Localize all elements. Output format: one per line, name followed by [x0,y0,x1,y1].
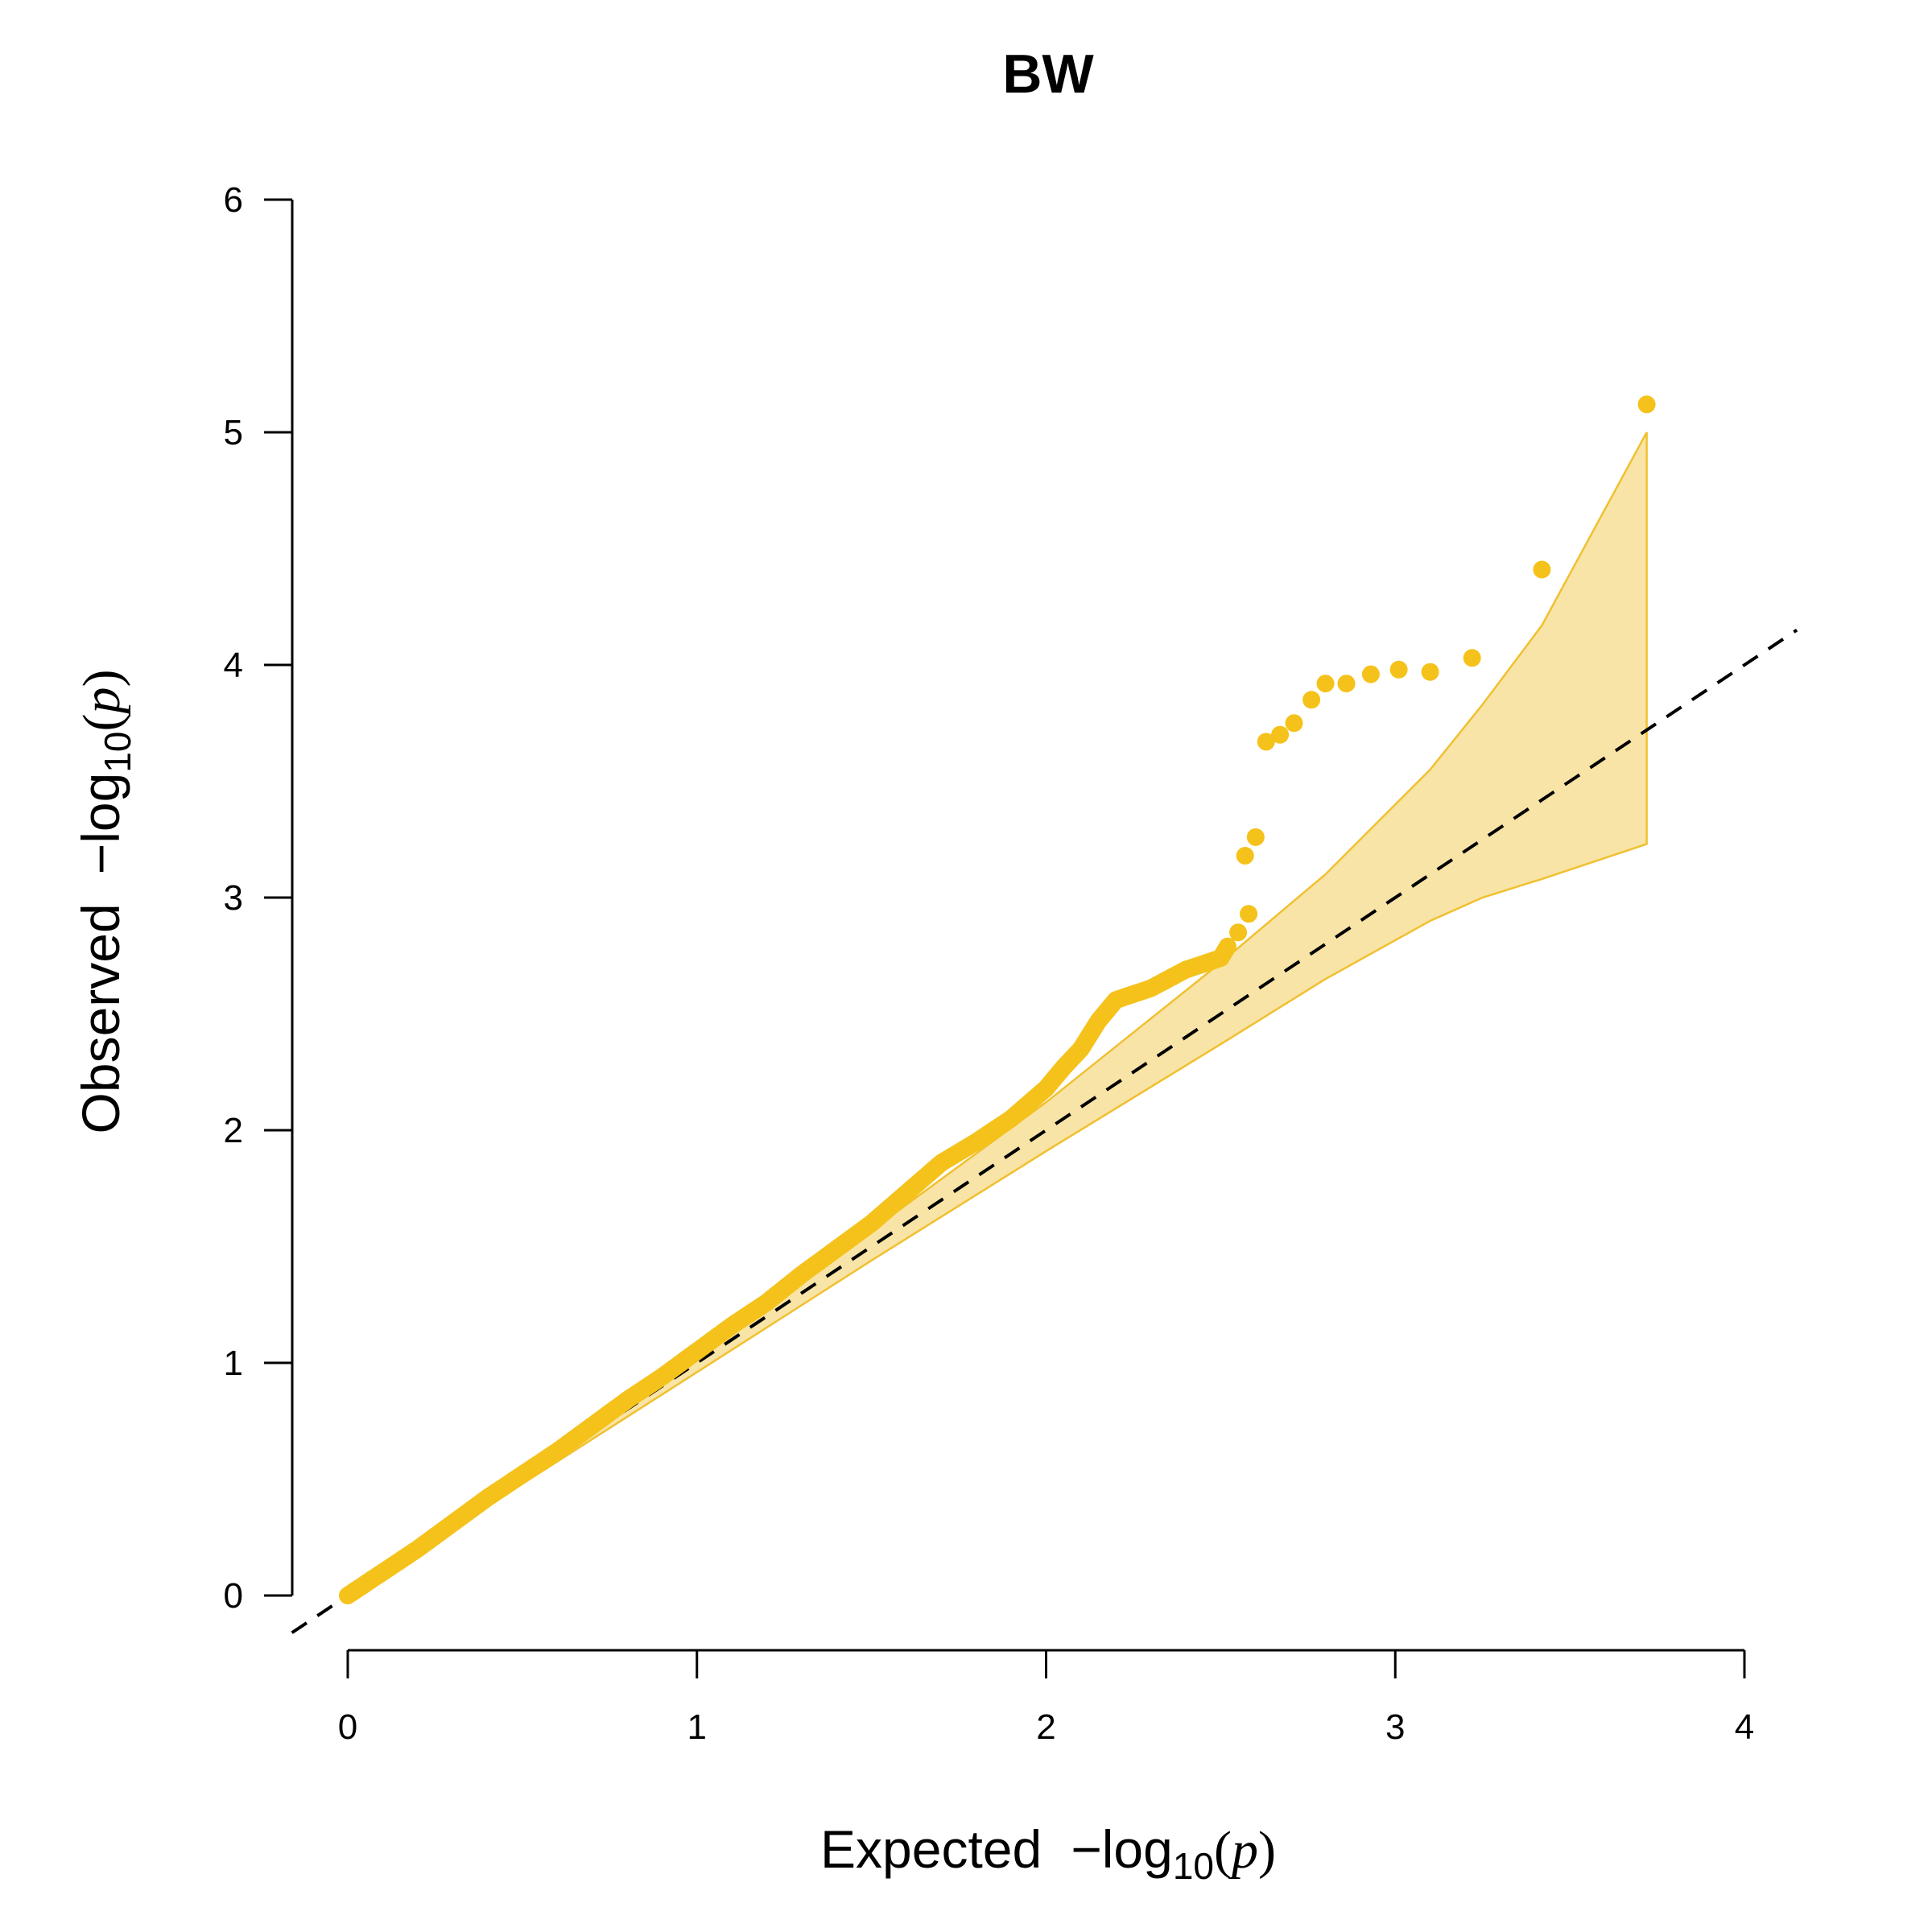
y-tick-label: 4 [224,646,243,685]
qq-point [1257,733,1275,751]
x-tick-label: 4 [1735,1707,1754,1747]
qq-point [1240,905,1258,923]
qq-point [1246,828,1265,846]
qq-point [1389,660,1408,679]
qq-point [1302,691,1321,709]
qq-point [1219,937,1236,956]
y-tick-label: 0 [224,1576,243,1616]
y-tick-label: 2 [224,1111,243,1150]
tail-points [1219,395,1656,956]
y-axis-label: Observed−log10(p) [71,670,138,1134]
point-cloud [339,939,1236,1604]
x-axis: 0 1 2 3 4 [338,1649,1754,1747]
qq-point [1637,395,1656,414]
chart-title: BW [1002,43,1094,105]
x-axis-label: Expected −log10(p) [820,1819,1276,1887]
x-axis-label-prefix: Expected [820,1819,1042,1879]
confidence-band [347,431,1648,1597]
qq-point [1316,675,1335,693]
reference-line [291,628,1798,1634]
qq-point [1533,560,1551,579]
x-tick-label: 2 [1036,1707,1055,1747]
y-axis-label-prefix: Observed [71,903,130,1133]
qq-point [1285,714,1303,733]
qq-point [1421,663,1439,681]
y-tick-label: 1 [224,1344,243,1383]
qq-point [1229,923,1248,942]
x-tick-label: 0 [338,1707,357,1747]
qq-point [1463,649,1481,667]
y-tick-label: 6 [224,180,243,220]
y-tick-label: 5 [224,413,243,452]
qq-point [1271,725,1290,744]
x-tick-label: 1 [687,1707,707,1747]
y-axis: 0 1 2 3 4 5 6 [224,180,294,1616]
qq-point [1337,675,1356,693]
y-tick-label: 3 [224,878,243,918]
qq-point [1236,847,1254,865]
x-tick-label: 3 [1385,1707,1405,1747]
plot-area [291,395,1798,1634]
qq-point [1361,665,1380,683]
